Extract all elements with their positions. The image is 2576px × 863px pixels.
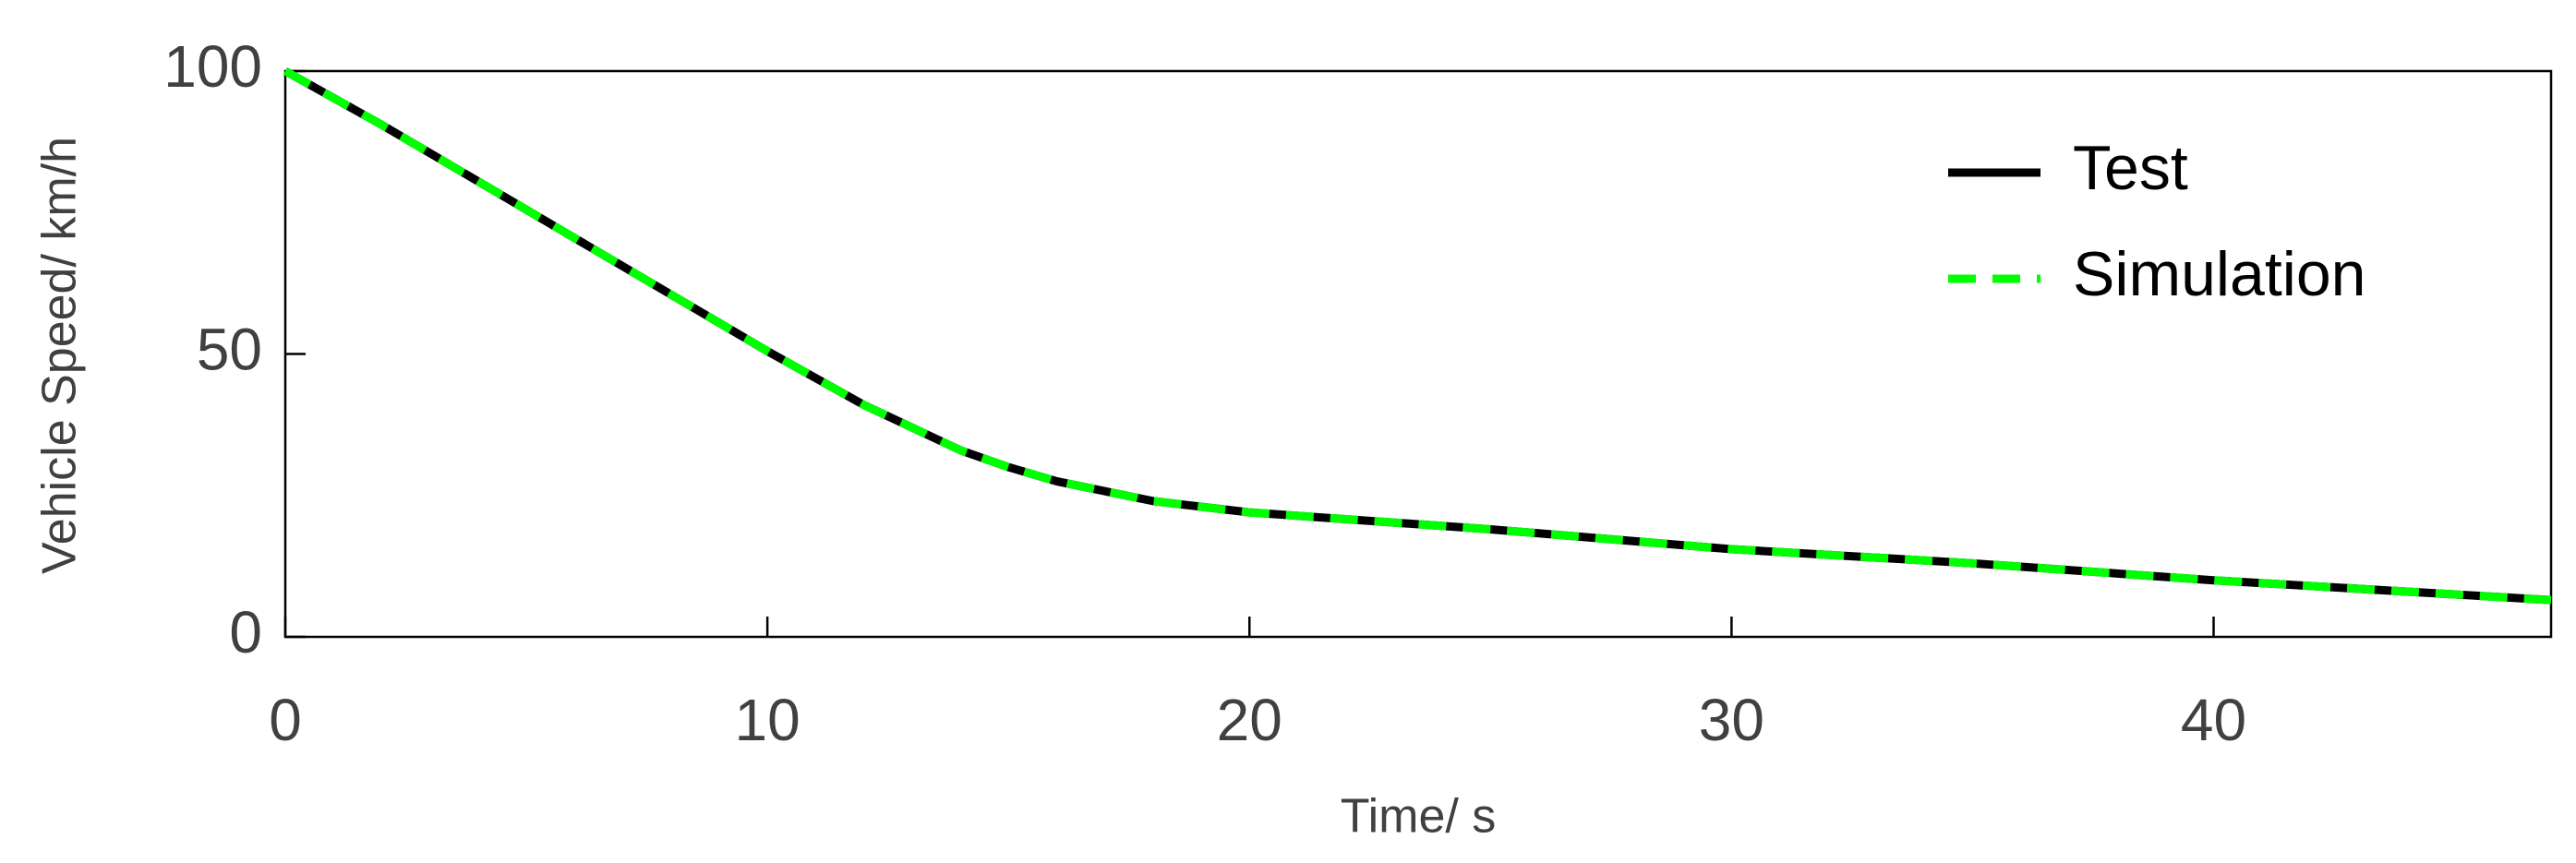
x-tick-label: 40 bbox=[2181, 687, 2246, 753]
x-tick-label: 10 bbox=[735, 687, 800, 753]
x-tick-label: 30 bbox=[1699, 687, 1764, 753]
legend-label: Simulation bbox=[2073, 239, 2366, 309]
data-line bbox=[283, 67, 2552, 605]
plot-frame bbox=[283, 69, 2553, 639]
legend-label: Test bbox=[2073, 133, 2188, 203]
x-axis-label: Time/ s bbox=[1341, 790, 1497, 844]
y-tick-label: 100 bbox=[163, 33, 262, 100]
x-tick-label: 0 bbox=[269, 687, 302, 753]
data-line bbox=[283, 67, 2552, 605]
y-tick-label: 0 bbox=[229, 599, 262, 665]
y-axis-label: Vehicle Speed/ km/h bbox=[33, 137, 87, 574]
y-tick-label: 50 bbox=[197, 316, 262, 382]
x-tick-label: 20 bbox=[1217, 687, 1282, 753]
